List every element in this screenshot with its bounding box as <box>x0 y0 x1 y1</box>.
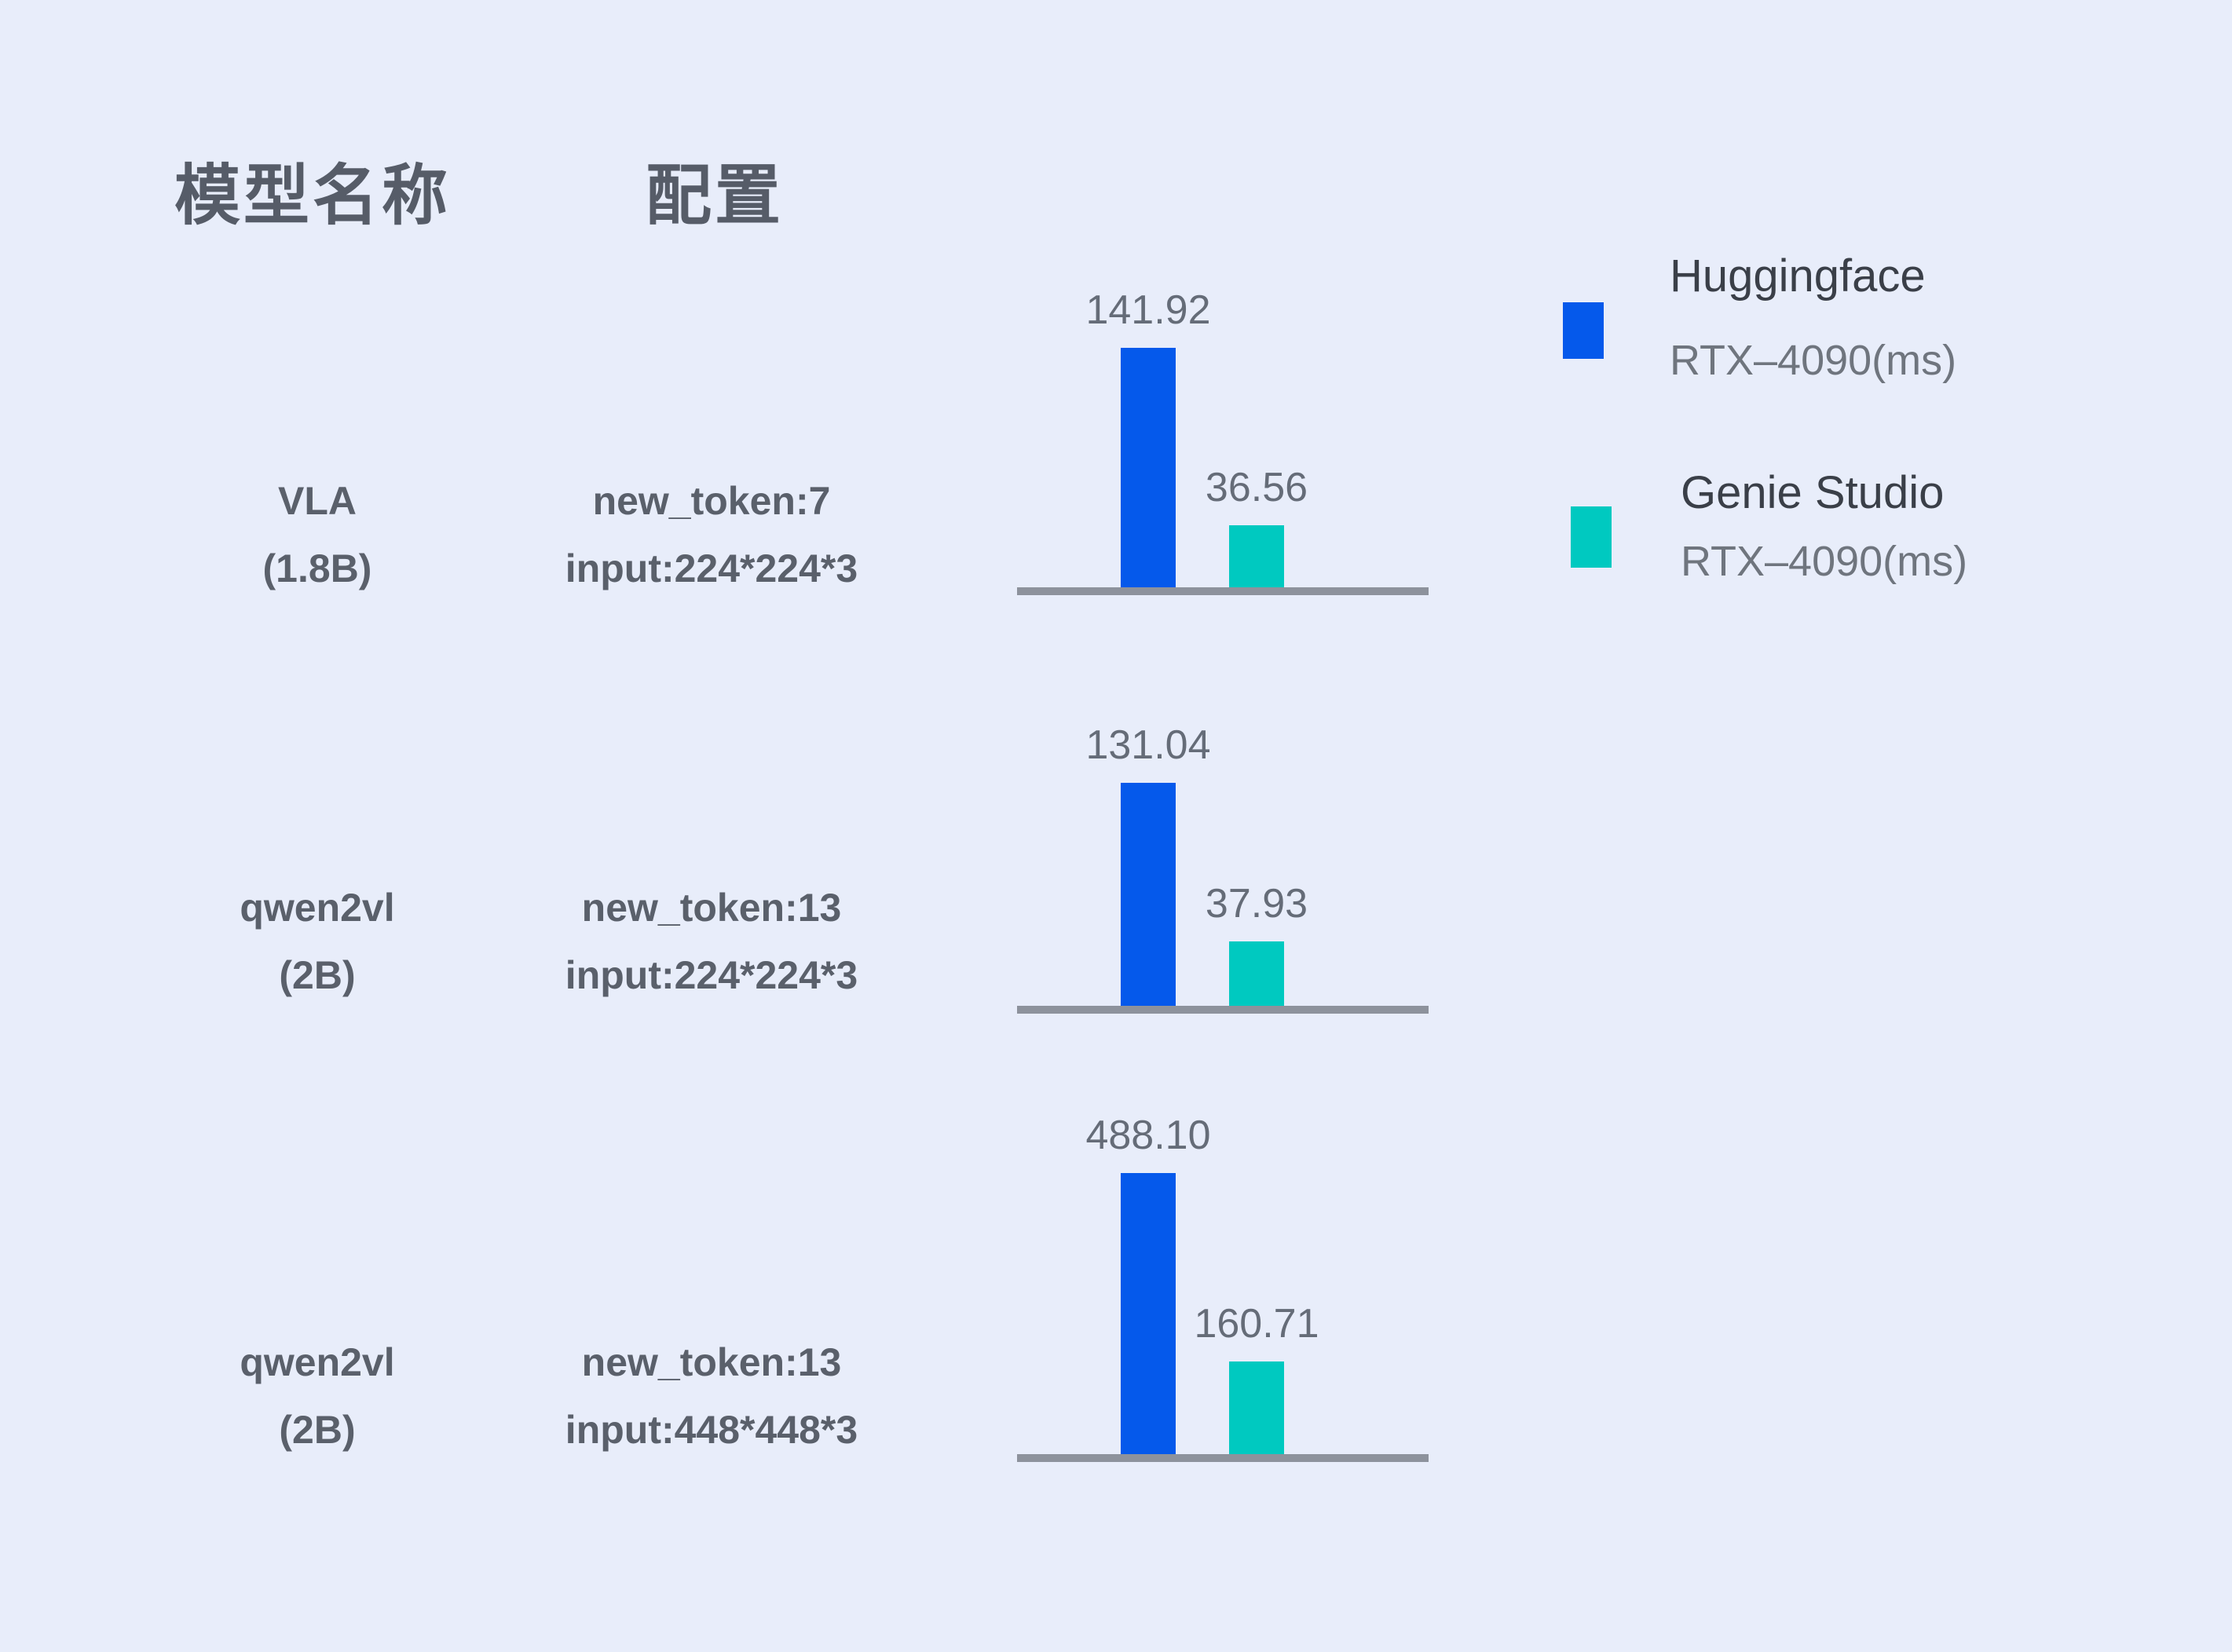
genie-studio-legend-device: RTX–4090(ms) <box>1681 538 1968 585</box>
config-cell: new_token:7 input:224*224*3 <box>492 467 931 602</box>
huggingface-legend-swatch <box>1563 302 1604 359</box>
genie-studio-value-label: 37.93 <box>1205 881 1308 927</box>
config-new-token: new_token:7 <box>592 479 831 523</box>
config-new-token: new_token:13 <box>581 886 842 930</box>
bar-chart-row: 131.04 37.93 <box>1017 605 1429 1014</box>
model-size: (2B) <box>279 953 356 997</box>
model-name-cell: VLA (1.8B) <box>160 467 474 602</box>
genie-studio-bar <box>1229 941 1284 1006</box>
config-new-token: new_token:13 <box>581 1340 842 1384</box>
huggingface-value-label: 131.04 <box>1085 722 1211 768</box>
bar-chart-row: 141.92 36.56 <box>1017 187 1429 595</box>
config-input-size: input:224*224*3 <box>565 546 858 590</box>
config-cell: new_token:13 input:224*224*3 <box>492 874 931 1009</box>
config-input-size: input:448*448*3 <box>565 1408 858 1452</box>
chart-baseline <box>1017 1454 1429 1462</box>
model-size: (1.8B) <box>262 546 372 590</box>
model-size: (2B) <box>279 1408 356 1452</box>
genie-studio-bar <box>1229 525 1284 587</box>
bar-chart-row: 488.10 160.71 <box>1017 1054 1429 1462</box>
huggingface-value-label: 488.10 <box>1085 1113 1211 1158</box>
huggingface-value-label: 141.92 <box>1085 287 1211 333</box>
genie-studio-value-label: 36.56 <box>1205 465 1308 510</box>
model-name: VLA <box>278 479 357 523</box>
genie-studio-bar <box>1229 1361 1284 1454</box>
genie-studio-legend-label: Genie Studio <box>1681 467 1945 518</box>
column-header-model-name: 模型名称 <box>174 159 452 232</box>
model-name: qwen2vl <box>240 1340 395 1384</box>
column-header-config: 配置 <box>646 159 785 232</box>
huggingface-legend-label: Huggingface <box>1670 250 1926 302</box>
huggingface-bar <box>1121 1173 1176 1454</box>
huggingface-legend-device: RTX–4090(ms) <box>1670 337 1957 384</box>
model-name-cell: qwen2vl (2B) <box>160 1329 474 1464</box>
config-cell: new_token:13 input:448*448*3 <box>492 1329 931 1464</box>
huggingface-bar <box>1121 783 1176 1006</box>
genie-studio-value-label: 160.71 <box>1194 1301 1319 1347</box>
huggingface-bar <box>1121 348 1176 587</box>
config-input-size: input:224*224*3 <box>565 953 858 997</box>
chart-baseline <box>1017 1006 1429 1014</box>
model-name: qwen2vl <box>240 886 395 930</box>
genie-studio-legend-swatch <box>1571 506 1612 568</box>
chart-baseline <box>1017 587 1429 595</box>
model-name-cell: qwen2vl (2B) <box>160 874 474 1009</box>
